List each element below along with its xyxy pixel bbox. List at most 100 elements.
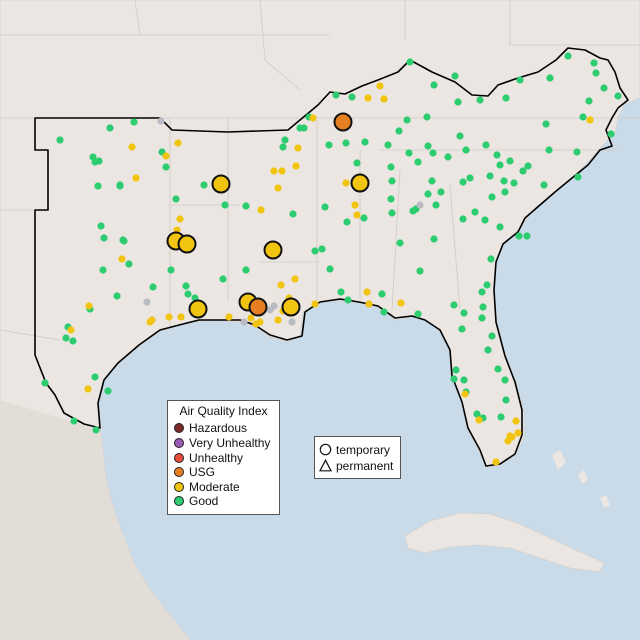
moderate-monitor-marker[interactable] [512,417,520,425]
good-monitor-marker[interactable] [424,190,432,198]
good-monitor-marker[interactable] [450,375,458,383]
good-monitor-marker[interactable] [484,346,492,354]
good-monitor-marker[interactable] [444,153,452,161]
moderate-monitor-marker[interactable] [165,313,173,321]
moderate-monitor-marker[interactable] [292,162,300,170]
good-monitor-marker[interactable] [403,116,411,124]
good-monitor-marker[interactable] [607,130,615,138]
good-monitor-marker[interactable] [501,188,509,196]
good-monitor-marker[interactable] [497,413,505,421]
good-monitor-marker[interactable] [460,376,468,384]
good-monitor-marker[interactable] [149,283,157,291]
good-monitor-marker[interactable] [242,266,250,274]
good-monitor-marker[interactable] [456,132,464,140]
good-monitor-marker[interactable] [337,288,345,296]
good-monitor-marker[interactable] [510,179,518,187]
good-monitor-marker[interactable] [462,146,470,154]
moderate-monitor-marker[interactable] [177,313,185,321]
good-monitor-marker[interactable] [428,177,436,185]
good-monitor-marker[interactable] [546,74,554,82]
moderate-temporary-monitor-marker[interactable] [211,174,231,194]
moderate-monitor-marker[interactable] [270,167,278,175]
good-monitor-marker[interactable] [92,426,100,434]
moderate-monitor-marker[interactable] [586,116,594,124]
good-monitor-marker[interactable] [125,260,133,268]
good-monitor-marker[interactable] [519,167,527,175]
good-monitor-marker[interactable] [167,266,175,274]
good-monitor-marker[interactable] [342,139,350,147]
good-monitor-marker[interactable] [406,58,414,66]
good-monitor-marker[interactable] [106,124,114,132]
good-monitor-marker[interactable] [423,113,431,121]
good-monitor-marker[interactable] [69,337,77,345]
moderate-temporary-monitor-marker[interactable] [350,173,370,193]
good-monitor-marker[interactable] [454,98,462,106]
moderate-monitor-marker[interactable] [278,167,286,175]
good-monitor-marker[interactable] [242,202,250,210]
good-monitor-marker[interactable] [473,410,481,418]
good-monitor-marker[interactable] [387,163,395,171]
good-monitor-marker[interactable] [221,201,229,209]
good-monitor-marker[interactable] [326,265,334,273]
good-monitor-marker[interactable] [113,292,121,300]
good-monitor-marker[interactable] [515,232,523,240]
good-monitor-marker[interactable] [94,182,102,190]
good-monitor-marker[interactable] [429,149,437,157]
moderate-monitor-marker[interactable] [294,144,302,152]
good-monitor-marker[interactable] [56,136,64,144]
good-monitor-marker[interactable] [496,223,504,231]
good-monitor-marker[interactable] [494,365,502,373]
good-monitor-marker[interactable] [481,216,489,224]
good-monitor-marker[interactable] [579,113,587,121]
good-monitor-marker[interactable] [172,195,180,203]
moderate-monitor-marker[interactable] [274,316,282,324]
good-monitor-marker[interactable] [162,163,170,171]
good-monitor-marker[interactable] [476,96,484,104]
moderate-monitor-marker[interactable] [506,432,514,440]
good-monitor-marker[interactable] [506,157,514,165]
moderate-monitor-marker[interactable] [225,313,233,321]
good-monitor-marker[interactable] [387,195,395,203]
good-monitor-marker[interactable] [380,308,388,316]
moderate-temporary-monitor-marker[interactable] [281,297,301,317]
good-monitor-marker[interactable] [388,177,396,185]
good-monitor-marker[interactable] [348,93,356,101]
moderate-monitor-marker[interactable] [128,143,136,151]
good-monitor-marker[interactable] [353,159,361,167]
good-monitor-marker[interactable] [430,235,438,243]
good-monitor-marker[interactable] [99,266,107,274]
good-monitor-marker[interactable] [430,81,438,89]
good-monitor-marker[interactable] [540,181,548,189]
good-monitor-marker[interactable] [184,290,192,298]
good-monitor-marker[interactable] [344,296,352,304]
moderate-monitor-marker[interactable] [309,114,317,122]
good-monitor-marker[interactable] [432,201,440,209]
good-monitor-marker[interactable] [130,118,138,126]
good-monitor-marker[interactable] [488,332,496,340]
good-monitor-marker[interactable] [378,290,386,298]
good-monitor-marker[interactable] [502,396,510,404]
good-monitor-marker[interactable] [482,141,490,149]
good-monitor-marker[interactable] [450,301,458,309]
good-monitor-marker[interactable] [311,247,319,255]
moderate-monitor-marker[interactable] [291,275,299,283]
good-monitor-marker[interactable] [459,215,467,223]
good-monitor-marker[interactable] [501,376,509,384]
good-monitor-marker[interactable] [614,92,622,100]
good-monitor-marker[interactable] [116,182,124,190]
good-monitor-marker[interactable] [416,267,424,275]
good-monitor-marker[interactable] [414,158,422,166]
good-monitor-marker[interactable] [585,97,593,105]
moderate-monitor-marker[interactable] [364,94,372,102]
good-monitor-marker[interactable] [405,149,413,157]
good-monitor-marker[interactable] [281,136,289,144]
good-monitor-marker[interactable] [360,214,368,222]
good-monitor-marker[interactable] [493,151,501,159]
good-monitor-marker[interactable] [325,141,333,149]
moderate-monitor-marker[interactable] [351,201,359,209]
moderate-monitor-marker[interactable] [257,206,265,214]
good-monitor-marker[interactable] [488,193,496,201]
good-monitor-marker[interactable] [384,141,392,149]
good-monitor-marker[interactable] [564,52,572,60]
good-monitor-marker[interactable] [41,379,49,387]
